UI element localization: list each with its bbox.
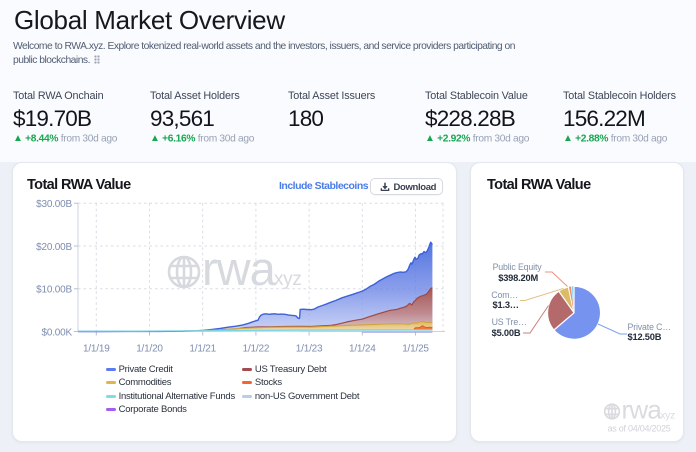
svg-text:as of 04/04/2025: as of 04/04/2025 [607,423,670,433]
svg-text:$0.00K: $0.00K [42,327,73,338]
svg-text:1/1/22: 1/1/22 [243,343,270,354]
svg-text:.xyz: .xyz [269,269,302,290]
svg-text:$10.00B: $10.00B [36,285,72,296]
svg-text:1/1/24: 1/1/24 [349,343,376,354]
svg-text:.xyz: .xyz [658,410,676,422]
svg-text:1/1/21: 1/1/21 [189,343,216,354]
svg-text:$30.00B: $30.00B [36,199,72,210]
svg-text:1/1/20: 1/1/20 [136,343,163,354]
svg-text:$20.00B: $20.00B [36,242,72,253]
svg-text:rwa: rwa [202,242,277,295]
svg-text:1/1/25: 1/1/25 [402,343,429,354]
svg-text:1/1/23: 1/1/23 [296,343,323,354]
svg-text:1/1/19: 1/1/19 [83,343,110,354]
svg-text:rwa: rwa [622,395,663,425]
